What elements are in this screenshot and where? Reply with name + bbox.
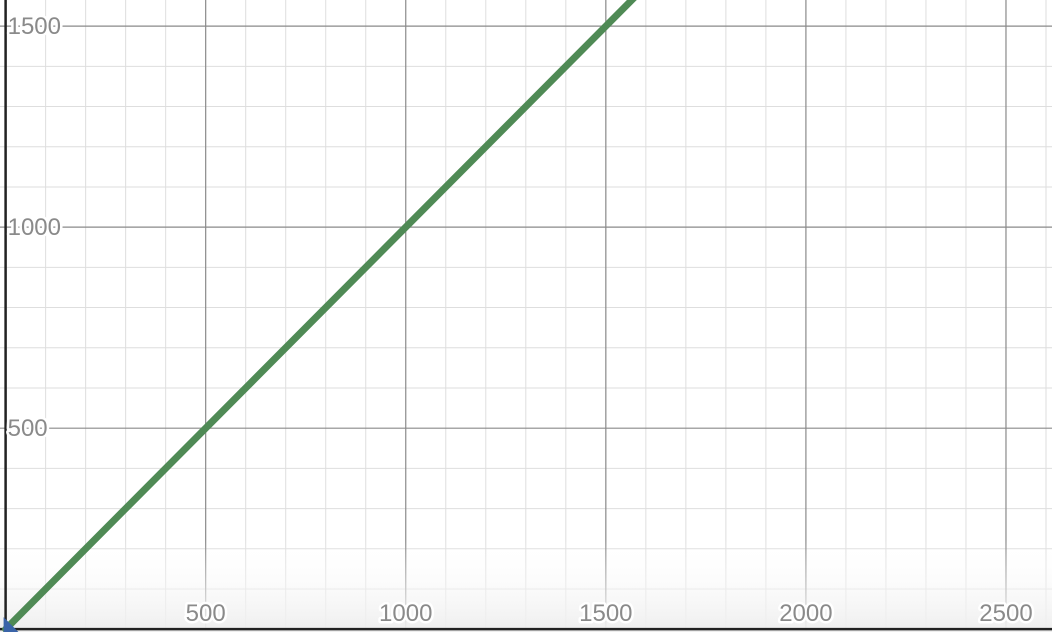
- x-tick-label: 1500: [579, 600, 632, 627]
- x-tick-label: 2000: [779, 600, 832, 627]
- origin-marker: [3, 617, 19, 632]
- x-tick-label: 2500: [979, 600, 1032, 627]
- y-tick-label: 500: [8, 415, 48, 442]
- x-tick-label: 1000: [379, 600, 432, 627]
- y-tick-label: 1000: [8, 214, 61, 241]
- bottom-shade: [0, 540, 1052, 632]
- x-tick-labels: 500 1000 1500 2000 2500: [183, 598, 1035, 630]
- series-line-1: [2, 0, 637, 632]
- y-tick-label: 1500: [8, 13, 61, 40]
- series-layer: [2, 0, 637, 632]
- x-tick-label: 500: [186, 600, 226, 627]
- y-tick-labels: 500 1000 1500: [5, 11, 63, 445]
